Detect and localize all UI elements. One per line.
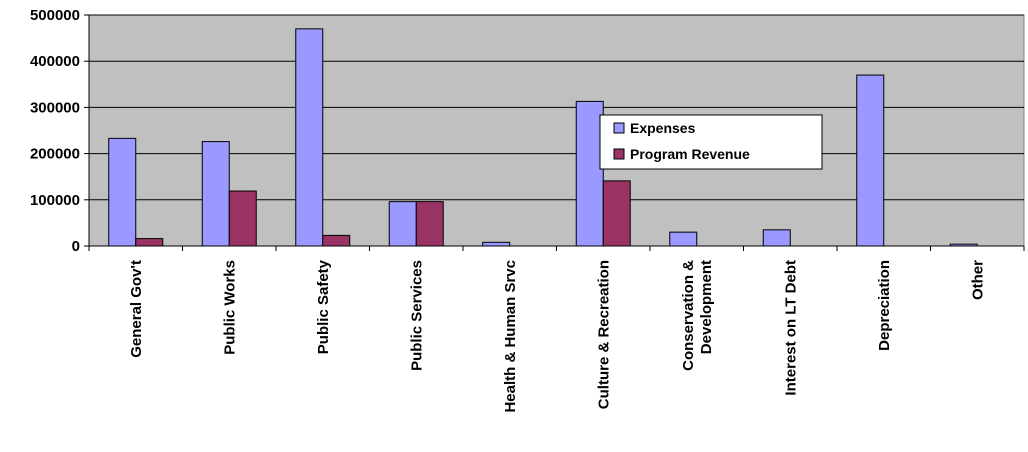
x-category-label: General Gov't <box>128 260 145 358</box>
bar-expenses <box>295 28 324 247</box>
y-tick-label: 100000 <box>30 192 80 209</box>
bar-program-revenue <box>135 238 164 247</box>
x-category-label: Conservation &Development <box>680 260 715 371</box>
x-category-label: Public Services <box>408 260 425 371</box>
y-tick-labels: 0 100000 200000 300000 400000 500000 <box>30 7 89 255</box>
bars <box>108 28 978 247</box>
bar-program-revenue <box>322 234 351 247</box>
x-category-label: Culture & Recreation <box>595 260 612 409</box>
y-tick-label: 200000 <box>30 146 80 163</box>
x-category-label: Depreciation <box>876 260 893 351</box>
x-category-label: Interest on LT Debt <box>782 260 799 396</box>
y-tick-label: 300000 <box>30 99 80 116</box>
bar-expenses <box>201 141 230 247</box>
bar-program-revenue <box>415 201 444 247</box>
y-tick-label: 0 <box>72 238 80 255</box>
legend-swatch <box>613 148 625 160</box>
bar-expenses <box>108 137 137 247</box>
axes <box>88 15 1025 251</box>
bar-expenses <box>856 74 885 247</box>
bar-expenses <box>388 201 417 247</box>
bar-expenses <box>669 231 698 247</box>
x-category-label: Other <box>969 260 986 300</box>
y-tick-label: 400000 <box>30 53 80 70</box>
legend-label: Program Revenue <box>630 146 750 162</box>
legend-label: Expenses <box>630 120 696 136</box>
bar-expenses <box>762 229 791 247</box>
legend: Expenses Program Revenue <box>599 114 823 170</box>
x-category-label: Health & Human Srvc <box>502 260 519 413</box>
y-tick-label: 500000 <box>30 7 80 24</box>
bar-program-revenue <box>602 180 631 247</box>
legend-swatch <box>613 122 625 134</box>
x-category-label: Public Works <box>221 260 238 355</box>
legend-box <box>599 114 823 170</box>
bar-expenses <box>482 241 511 247</box>
x-category-labels: General Gov't Public Works Public Safety Pu… <box>128 259 987 412</box>
bar-program-revenue <box>228 190 257 247</box>
x-category-label: Public Safety <box>315 259 332 354</box>
bar-expenses <box>575 100 604 247</box>
